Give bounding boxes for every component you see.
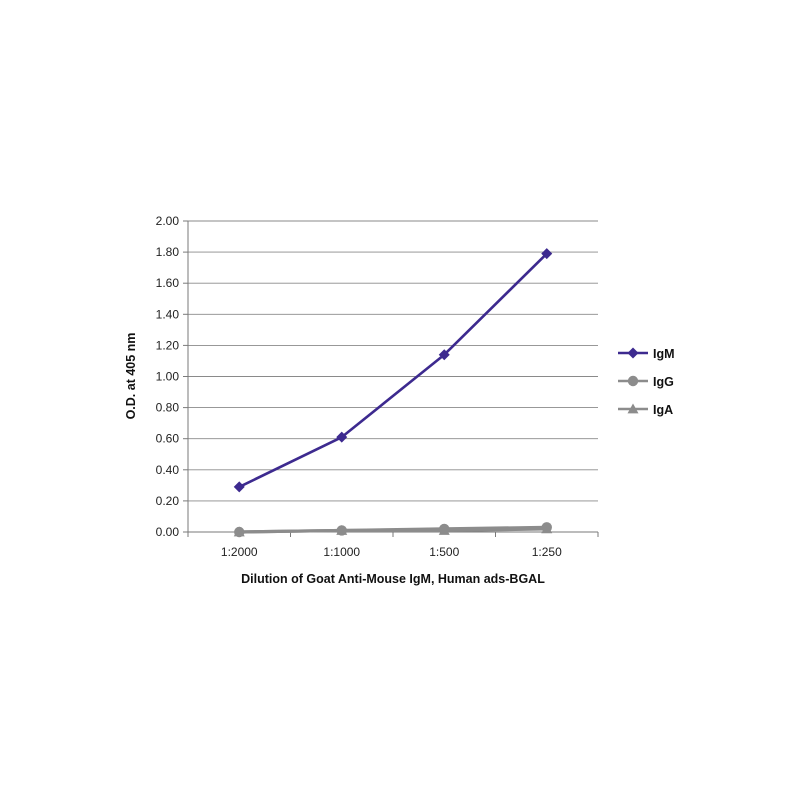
legend: IgM IgG IgA [618,347,675,417]
data-point-igm [233,481,245,493]
y-tick-label: 1.20 [156,338,180,352]
y-axis-title: O.D. at 405 nm [124,333,138,420]
y-tick-labels: 0.00 0.20 0.40 0.60 0.80 1.00 1.20 1.40 1.60 1.80… [156,214,180,539]
y-tick-label: 0.40 [156,463,180,477]
data-point-igg [234,526,245,538]
y-tick-label: 0.00 [156,525,180,539]
data-point-igm [438,349,450,361]
y-tick-label: 1.00 [156,370,180,384]
y-tick-label: 0.60 [156,432,180,446]
series-line-igm [238,252,548,489]
y-tick-label: 1.60 [156,276,180,290]
gridlines [188,220,598,502]
x-tick-label: 1:250 [532,545,562,559]
y-tick-label: 2.00 [156,214,180,228]
data-point-igg [336,525,347,536]
axes [183,220,599,537]
data-point-igm [336,431,348,443]
x-axis-title: Dilution of Goat Anti-Mouse IgM, Human a… [241,572,545,586]
series-igg [234,522,552,538]
y-tick-label: 1.40 [156,307,180,321]
legend-label: IgM [653,347,675,361]
legend-label: IgA [653,403,673,417]
x-tick-labels: 1:2000 1:1000 1:500 1:250 [221,545,562,559]
legend-marker [627,347,639,359]
x-tick-label: 1:500 [429,545,459,559]
data-point-igg [541,522,552,533]
legend-item-iga: IgA [618,403,673,417]
series-igm [233,248,553,493]
legend-marker [627,403,639,414]
legend-item-igm: IgM [618,347,675,361]
x-tick-label: 1:1000 [323,545,360,559]
data-point-igg [439,523,450,535]
y-tick-label: 0.80 [156,401,180,415]
legend-label: IgG [653,375,674,389]
legend-marker [627,375,639,387]
series-group [233,248,553,538]
y-tick-label: 1.80 [156,245,180,259]
x-tick-label: 1:2000 [221,545,258,559]
legend-item-igg: IgG [618,375,674,389]
y-tick-label: 0.20 [156,494,180,508]
data-point-igm [541,248,553,260]
series-line-igg [239,525,547,534]
